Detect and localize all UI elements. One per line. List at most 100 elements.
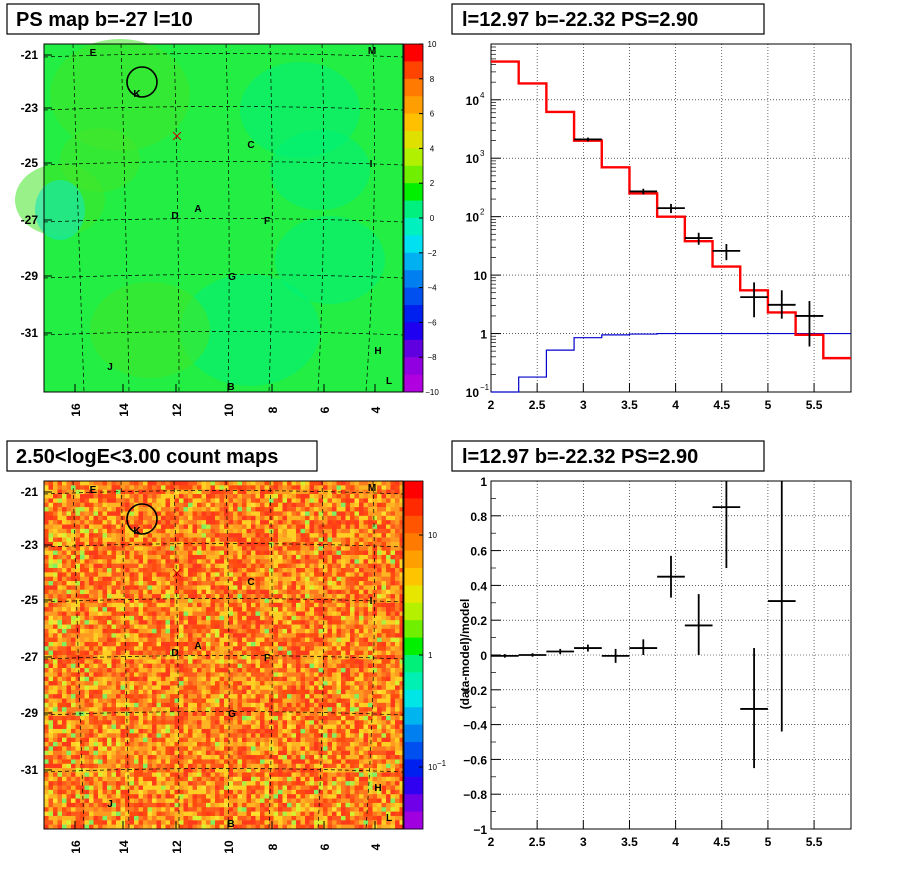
ps-map-blob [90, 282, 210, 378]
ps-map-blob [50, 39, 190, 151]
ps-map-xtick-label: 10 [222, 403, 236, 417]
count-map-source-label: B [227, 819, 234, 830]
count-map-title-box: 2.50<logE<3.00 count maps [6, 440, 318, 472]
ps-map-parallel [43, 331, 404, 336]
count-map-frame [43, 480, 404, 830]
residual-ytick-label: 0 [480, 649, 487, 663]
ps-map-blob [60, 128, 140, 192]
count-map-source-label: I [370, 596, 373, 607]
ps-map-source-label: K [133, 89, 141, 100]
count-map-source-label: M [368, 483, 376, 494]
count-map-ytick-label: -21 [21, 485, 39, 499]
spectrum-xtick-label: 3.5 [621, 398, 638, 412]
ps-map-ytick-label: -27 [21, 213, 39, 227]
spectrum-ytick-label: 10 [466, 386, 480, 400]
residual-xtick-label: 3.5 [621, 835, 638, 849]
count-map-meridian [365, 480, 375, 830]
spectrum-ytick-exponent: 4 [480, 91, 485, 100]
spectrum-xtick-label: 5.5 [806, 398, 823, 412]
count-map-parallel [43, 490, 404, 495]
ps-map-parallel [43, 53, 404, 58]
ps-map-parallel [43, 161, 404, 166]
count-map-xtick-label: 14 [117, 840, 131, 854]
spectrum-xtick-label: 2 [488, 398, 495, 412]
residual-ytick-label: −0.4 [463, 719, 487, 733]
ps-map-ytick-label: -29 [21, 269, 39, 283]
ps-map-xtick-label: 6 [318, 406, 332, 413]
count-map-source-label: L [386, 813, 392, 824]
ps-colorbar-label: −4 [427, 284, 437, 293]
residual-xtick-label: 5.5 [806, 835, 823, 849]
ps-map-source-label: M [368, 46, 376, 57]
count-map-panel: -21 -23 -25 -27 -29 -31 16 14 12 10 8 6 4 E M K C I D A F G H J… [21, 480, 447, 854]
ps-map-panel: -21 -23 -25 -27 -29 -31 16 14 12 10 8 6 4 E M K C I D A F G H J… [15, 39, 439, 417]
ps-colorbar: 10 8 6 4 2 0 −2 −4 −6 −8 −10 [403, 40, 439, 397]
ps-map-parallel [43, 274, 404, 279]
count-map-parallel [43, 711, 404, 716]
ps-map-meridian [268, 43, 273, 393]
count-colorbar-label: 10 [428, 531, 437, 540]
count-map-meridian [317, 480, 325, 830]
count-map-source-label: J [107, 799, 113, 810]
spectrum-xtick-label: 4.5 [713, 398, 730, 412]
ps-map-parallel [43, 106, 404, 111]
count-map-meridian [173, 480, 180, 830]
residual-ytick-label: −0.6 [463, 753, 487, 767]
ps-map-pixels [15, 39, 403, 392]
count-map-ytick-label: -25 [21, 593, 39, 607]
ps-colorbar-label: 0 [430, 214, 435, 223]
spectrum-frame [490, 43, 852, 393]
ps-map-source-label: H [374, 346, 381, 357]
count-map-parallel [43, 655, 404, 660]
spectrum-ytick-exponent: −1 [480, 383, 490, 392]
count-map-parallel [43, 543, 404, 548]
ps-map-xtick-label: 12 [170, 403, 184, 417]
count-map-meridian [72, 480, 85, 830]
ps-map-source-label: L [386, 376, 392, 387]
ps-map-blob [270, 130, 370, 210]
spectrum-ytick-exponent: 3 [480, 149, 485, 158]
count-map-parallel [43, 768, 404, 773]
ps-map-ytick-label: -31 [21, 326, 39, 340]
ps-map-source-circle [126, 66, 158, 98]
ps-colorbar-label: 6 [430, 110, 435, 119]
count-map-source-label: G [228, 709, 236, 720]
ps-map-ytick-label: -23 [21, 101, 39, 115]
residual-ytick-label: −1 [473, 823, 487, 837]
ps-map-meridian [72, 43, 85, 393]
count-colorbar-label: 10 [428, 763, 437, 772]
spectrum-ytick-label: 10 [466, 94, 480, 108]
residual-ytick-label: 0.8 [470, 510, 487, 524]
residual-ylabel: (data-model)/model [458, 599, 472, 710]
ps-map-source-label: G [228, 272, 236, 283]
spectrum-ytick-label: 10 [466, 211, 480, 225]
ps-map-source-label: J [107, 362, 113, 373]
residual-ytick-label: 0.6 [470, 545, 487, 559]
count-map-source-label: K [133, 526, 141, 537]
count-map-meridian [225, 480, 230, 830]
count-map-title: 2.50<logE<3.00 count maps [16, 446, 278, 468]
count-map-pixels [44, 481, 405, 830]
ps-map-source-label: F [264, 216, 270, 227]
ps-map-title-box: PS map b=-27 l=10 [6, 3, 260, 35]
residual-xtick-label: 2.5 [529, 835, 546, 849]
residual-xtick-label: 4 [672, 835, 679, 849]
ps-map-meridian [365, 43, 375, 393]
count-map-grid [43, 480, 404, 830]
count-map-meridian [120, 480, 130, 830]
ps-map-meridian [120, 43, 130, 393]
spectrum-component-step [491, 332, 851, 393]
ps-map-source-label: E [90, 48, 97, 59]
count-map-xtick-label: 16 [69, 840, 83, 854]
count-map-source-label: A [194, 641, 201, 652]
ps-map-meridian [317, 43, 325, 393]
ps-map-blob [180, 274, 320, 386]
spectrum-xtick-label: 4 [672, 398, 679, 412]
ps-colorbar-label: −6 [427, 318, 437, 327]
count-map-xtick-label: 8 [266, 843, 280, 850]
spectrum-xtick-label: 2.5 [529, 398, 546, 412]
ps-map-source-label: C [247, 140, 254, 151]
count-map-source-label: H [374, 783, 381, 794]
residual-xtick-label: 5 [765, 835, 772, 849]
count-map-xtick-label: 4 [369, 843, 383, 850]
